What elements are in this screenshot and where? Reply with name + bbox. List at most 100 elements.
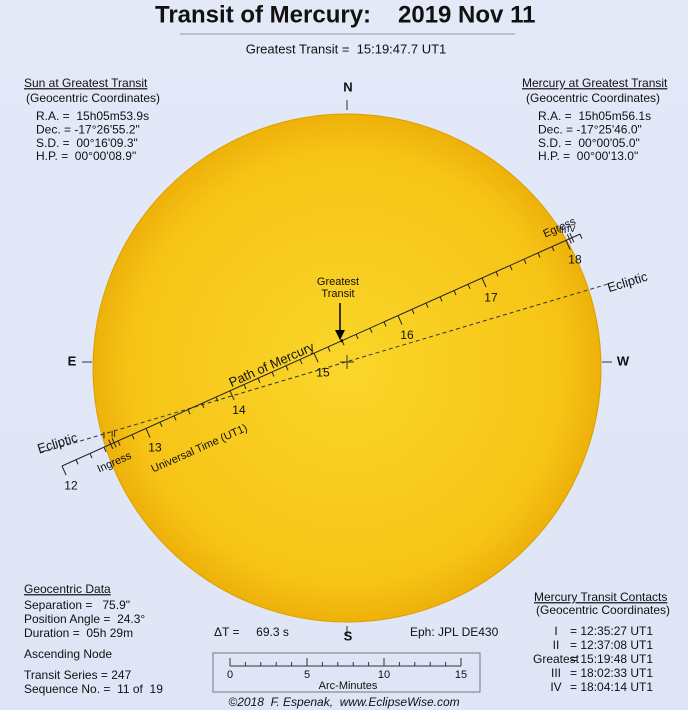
contact-time: = 15:19:48 UT1 [570, 652, 653, 666]
panel-subheading: (Geocentric Coordinates) [26, 91, 160, 105]
contact-mark-label: IV [567, 224, 576, 234]
arrow-head [335, 330, 345, 340]
path-tick [61, 465, 67, 476]
path-tick [495, 271, 499, 277]
credit: ©2018 F. Espenak, www.EclipseWise.com [228, 695, 459, 709]
node: Ascending Node [24, 647, 112, 661]
path-tick [453, 290, 457, 296]
mercury-row: Dec. = -17°25'46.0" [538, 122, 642, 136]
sequence: Sequence No. = 11 of 19 [24, 682, 163, 696]
contact-mark [111, 437, 117, 448]
path-tick [117, 440, 121, 446]
geo-row: Duration = 05h 29m [24, 626, 133, 640]
hour-label: 17 [484, 290, 498, 304]
panel-heading: Mercury at Greatest Transit [522, 76, 668, 90]
path-tick [467, 284, 471, 290]
contact-mark [566, 234, 572, 244]
greatest-transit: Greatest Transit = 15:19:47.7 UT1 [246, 41, 447, 56]
scale-label: 0 [227, 669, 233, 681]
contact-label: II [553, 638, 560, 652]
compass-e: E [68, 353, 77, 368]
path-tick [355, 334, 359, 340]
geo-heading: Geocentric Data [24, 582, 111, 596]
geo-row: Separation = 75.9" [24, 598, 130, 612]
path-tick [145, 428, 151, 438]
panel-subheading: (Geocentric Coordinates) [526, 91, 660, 105]
contact-mark-label: III [559, 225, 567, 235]
contact-time: = 12:35:27 UT1 [570, 624, 653, 638]
path-tick [243, 384, 247, 390]
title: Transit of Mercury: [155, 1, 371, 28]
sun-row: S.D. = 00°16'09.3" [36, 136, 138, 150]
path-tick [313, 352, 319, 363]
path-tick [271, 371, 275, 377]
compass-ticks [82, 100, 612, 636]
geo-row: Position Angle = 24.3° [24, 612, 145, 626]
path-tick [537, 252, 541, 258]
sun-row: H.P. = 00°00'08.9" [36, 149, 136, 163]
contacts-heading: Mercury Transit Contacts [534, 590, 667, 604]
path-tick [481, 277, 487, 288]
mercury-row: H.P. = 00°00'13.0" [538, 149, 638, 163]
hour-label: 13 [148, 441, 162, 455]
path-tick [369, 327, 373, 333]
path-tick [551, 246, 555, 252]
hour-label: 12 [64, 478, 78, 492]
path-tick [523, 258, 527, 264]
path-tick [565, 240, 571, 250]
path-tick [159, 421, 163, 427]
contact-mark [569, 233, 575, 243]
path-tick [103, 446, 107, 452]
path-tick [299, 359, 303, 365]
path-tick [89, 453, 93, 459]
path-tick [383, 321, 387, 327]
sun-row: R.A. = 15h05m53.9s [36, 109, 149, 123]
path-tick [201, 403, 205, 409]
scale-label: 5 [304, 669, 310, 681]
panel-heading: Sun at Greatest Transit [24, 76, 148, 90]
mercury-row: R.A. = 15h05m56.1s [538, 109, 651, 123]
compass-n: N [343, 79, 352, 94]
contact-mark-label: II [111, 429, 116, 439]
hour-label: 18 [568, 253, 582, 267]
path-tick [173, 415, 177, 421]
scale-label: 10 [378, 669, 390, 681]
path-tick [327, 346, 331, 352]
contact-label: IV [550, 680, 561, 694]
contact-label: Greatest [533, 652, 580, 666]
scale-box [212, 652, 481, 693]
contact-mark [108, 439, 114, 449]
path-tick [509, 265, 513, 271]
hour-label: 16 [400, 328, 414, 342]
contact-time: = 12:37:08 UT1 [570, 638, 653, 652]
path-tick [579, 233, 583, 239]
sun-row: Dec. = -17°26'55.2" [36, 122, 140, 136]
path-tick [215, 396, 219, 402]
path-tick [229, 390, 235, 401]
ephemeris: Eph: JPL DE430 [410, 625, 499, 639]
path-tick [285, 365, 289, 371]
hour-label: 14 [232, 403, 246, 417]
ecliptic-line [39, 283, 609, 454]
contact-time: = 18:04:14 UT1 [570, 680, 653, 694]
contacts-subheading: (Geocentric Coordinates) [536, 603, 670, 617]
delta-t: ΔT = 69.3 s [214, 625, 289, 639]
contact-label: I [554, 624, 557, 638]
greatest-label: Greatest [317, 276, 359, 288]
compass-s: S [344, 628, 353, 643]
path-tick [187, 409, 191, 415]
greatest-label: Transit [321, 288, 354, 300]
path-tick [397, 315, 403, 325]
scale-unit: Arc-Minutes [319, 680, 378, 692]
path-tick [411, 309, 415, 315]
path-line [61, 233, 581, 467]
compass-w: W [617, 353, 630, 368]
path-tick [257, 378, 261, 384]
contact-mark-label: I [103, 430, 106, 440]
path-tick [75, 459, 79, 465]
contact-time: = 18:02:33 UT1 [570, 666, 653, 680]
path-tick [425, 302, 429, 308]
path-tick [439, 296, 443, 302]
series: Transit Series = 247 [24, 668, 132, 682]
